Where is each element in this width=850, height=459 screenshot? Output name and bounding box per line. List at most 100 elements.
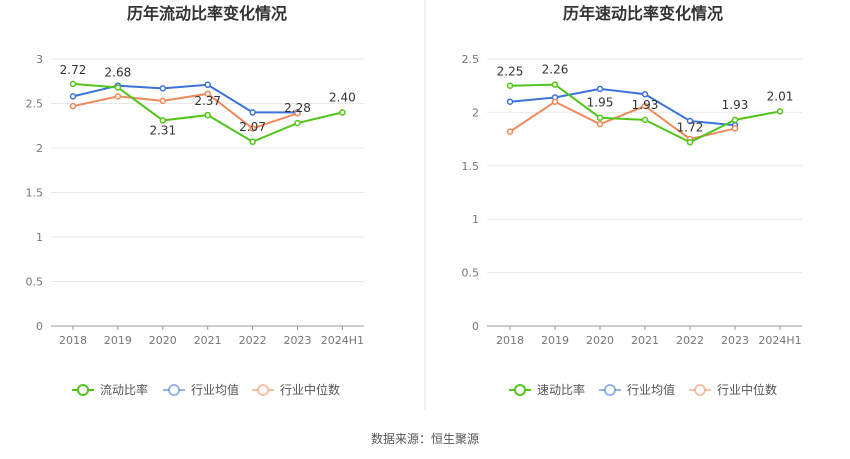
data-label: 2.01 xyxy=(767,89,794,103)
y-tick-label: 2 xyxy=(36,142,43,155)
data-point xyxy=(641,102,649,110)
data-point xyxy=(294,110,301,117)
x-tick-label: 2024H1 xyxy=(321,334,364,347)
data-point xyxy=(294,119,301,127)
y-tick-label: 2.5 xyxy=(462,53,480,66)
data-label: 1.93 xyxy=(632,98,659,112)
data-label: 1.93 xyxy=(722,98,749,112)
legend-item: 流动比率 xyxy=(72,382,148,397)
data-point xyxy=(249,138,256,146)
data-point xyxy=(506,82,514,89)
legend-label: 行业中位数 xyxy=(717,382,777,397)
legend-label: 流动比率 xyxy=(100,382,148,397)
current-ratio-chart: 历年流动比率变化情况 0 0.5 1 1.5 2 2.5 3 2018 2019 2020 2021 2… xyxy=(26,4,365,397)
legend-label: 行业均值 xyxy=(191,382,239,397)
legend-marker-icon xyxy=(77,384,89,396)
y-tick-label: 0.5 xyxy=(26,276,44,289)
x-tick-label: 2020 xyxy=(586,334,614,347)
x-tick-label: 2022 xyxy=(676,334,704,347)
chart-title: 历年速动比率变化情况 xyxy=(563,4,723,23)
legend-label: 速动比率 xyxy=(537,382,585,397)
data-label: 2.40 xyxy=(329,90,356,104)
y-tick-label: 1 xyxy=(36,231,43,244)
series-line xyxy=(509,100,736,141)
data-point xyxy=(551,98,559,105)
legend-item: 速动比率 xyxy=(509,382,585,397)
x-tick-label: 2024H1 xyxy=(758,334,801,347)
x-tick-label: 2019 xyxy=(104,334,132,347)
data-label: 2.31 xyxy=(149,123,176,137)
data-point xyxy=(204,90,211,97)
data-point xyxy=(159,117,167,124)
chart-title: 历年流动比率变化情况 xyxy=(127,4,287,23)
y-tick-label: 0 xyxy=(36,320,43,333)
data-point xyxy=(204,81,211,89)
data-point xyxy=(69,93,77,100)
data-point xyxy=(596,120,604,128)
data-label: 1.72 xyxy=(677,120,704,134)
quick-ratio-chart: 历年速动比率变化情况 0 0.5 1 1.5 2 2.5 2018 2019 2020 2021 20… xyxy=(462,4,802,397)
x-tick-label: 2023 xyxy=(284,334,312,347)
data-source-label: 数据来源：恒生聚源 xyxy=(370,432,479,446)
legend-marker-icon xyxy=(694,384,706,396)
legend-label: 行业均值 xyxy=(627,382,675,397)
y-tick-label: 1 xyxy=(472,213,479,226)
data-point xyxy=(731,116,739,124)
legend-label: 行业中位数 xyxy=(280,382,340,397)
legend-item: 行业中位数 xyxy=(252,382,340,397)
data-point xyxy=(339,109,346,116)
data-point xyxy=(731,125,739,132)
data-label: 2.72 xyxy=(60,63,87,77)
y-tick-label: 2 xyxy=(472,106,479,119)
x-tick-label: 2021 xyxy=(194,334,222,347)
data-point xyxy=(506,98,514,105)
y-tick-label: 1.5 xyxy=(26,187,44,200)
data-point xyxy=(551,81,559,88)
data-point xyxy=(596,114,604,121)
legend-item: 行业中位数 xyxy=(689,382,777,397)
data-label: 2.25 xyxy=(497,65,524,79)
y-tick-label: 0.5 xyxy=(462,267,480,280)
y-tick-label: 1.5 xyxy=(462,160,480,173)
legend-marker-icon xyxy=(604,384,616,396)
legend-item: 行业均值 xyxy=(599,382,675,397)
data-label: 2.37 xyxy=(194,94,221,108)
data-point xyxy=(776,108,784,115)
y-tick-label: 2.5 xyxy=(26,98,44,111)
data-label: 2.28 xyxy=(284,101,311,115)
data-point xyxy=(249,125,256,132)
data-label: 2.68 xyxy=(105,65,132,79)
data-point xyxy=(69,80,77,88)
legend-item: 行业均值 xyxy=(163,382,239,397)
legend-marker-icon xyxy=(514,384,526,396)
series-line xyxy=(509,87,736,127)
x-tick-label: 2018 xyxy=(496,334,524,347)
series-line xyxy=(72,92,298,130)
data-point xyxy=(641,116,649,124)
data-point xyxy=(506,128,514,135)
y-tick-label: 3 xyxy=(36,53,43,66)
x-tick-label: 2019 xyxy=(541,334,569,347)
data-point xyxy=(159,85,167,92)
data-point xyxy=(204,111,211,119)
data-point xyxy=(159,97,167,105)
data-point xyxy=(686,139,694,146)
x-tick-label: 2021 xyxy=(631,334,659,347)
x-tick-label: 2018 xyxy=(59,334,87,347)
data-point xyxy=(249,109,256,116)
data-point xyxy=(641,90,649,98)
x-tick-label: 2022 xyxy=(239,334,267,347)
y-tick-label: 0 xyxy=(472,320,479,333)
data-label: 1.95 xyxy=(587,96,614,110)
data-point xyxy=(596,85,604,93)
data-point xyxy=(114,93,122,100)
data-point xyxy=(69,102,77,110)
data-point xyxy=(686,117,694,125)
legend-marker-icon xyxy=(168,384,180,396)
x-tick-label: 2020 xyxy=(149,334,177,347)
data-label: 2.07 xyxy=(239,120,266,134)
data-point xyxy=(114,84,122,91)
x-tick-label: 2023 xyxy=(721,334,749,347)
legend-marker-icon xyxy=(257,384,269,396)
